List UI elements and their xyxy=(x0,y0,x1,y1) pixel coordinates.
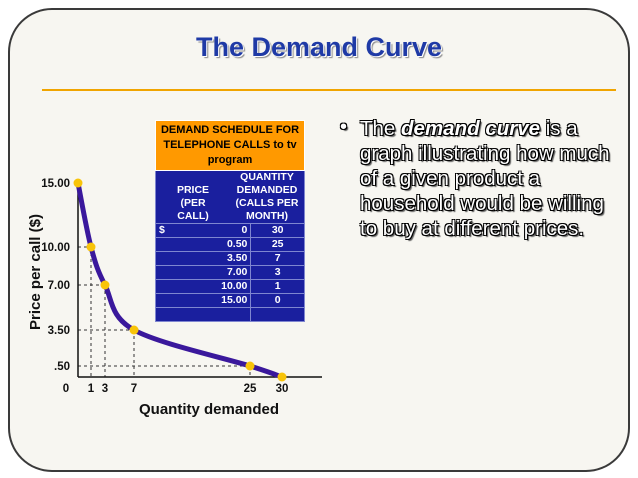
data-point xyxy=(86,242,96,252)
table-row: 10.00 1 xyxy=(154,279,305,294)
price-cell: 7.00 xyxy=(154,265,252,280)
x-tick-label: 7 xyxy=(131,383,137,395)
data-point xyxy=(100,280,110,290)
data-point xyxy=(277,372,287,382)
data-point xyxy=(129,325,139,335)
empty-cell xyxy=(154,307,252,322)
table-row: 3.50 7 xyxy=(154,251,305,266)
price-value: 10.00 xyxy=(221,280,248,292)
price-cell: $0 xyxy=(154,223,252,238)
table-row: 0.50 25 xyxy=(154,237,305,252)
quantity-header-line: MONTH) xyxy=(246,210,288,222)
y-tick-label: 3.50 xyxy=(48,325,70,337)
table-row-empty xyxy=(154,307,305,322)
x-axis-label: Quantity demanded xyxy=(139,401,279,418)
y-tick-label: .50 xyxy=(54,361,70,373)
table-row: 15.00 0 xyxy=(154,293,305,308)
demand-schedule-table: DEMAND SCHEDULE FOR TELEPHONE CALLS to t… xyxy=(154,120,305,322)
quantity-header-line: DEMANDED xyxy=(236,184,298,196)
data-point xyxy=(73,178,83,188)
y-tick-label: 10.00 xyxy=(41,242,70,254)
price-value: 3.50 xyxy=(226,252,248,264)
quantity-cell: 7 xyxy=(250,251,305,266)
empty-cell xyxy=(250,307,305,322)
quantity-cell: 30 xyxy=(250,223,305,238)
y-tick-label: 7.00 xyxy=(48,280,70,292)
quantity-cell: 3 xyxy=(250,265,305,280)
bullet-emphasis: demand curve xyxy=(401,117,541,140)
x-tick-label: 25 xyxy=(244,383,257,395)
column-headers: PRICE (PER CALL) QUANTITY DEMANDED (CALL… xyxy=(155,170,305,224)
quantity-cell: 1 xyxy=(250,279,305,294)
x-tick-label: 1 xyxy=(88,383,95,395)
bullet-text-end: is a graph illustrating how much of a gi… xyxy=(360,117,610,240)
price-value: 15.00 xyxy=(221,294,248,306)
quantity-header-line: QUANTITY xyxy=(240,171,294,183)
table-row: 7.00 3 xyxy=(154,265,305,280)
slide-frame xyxy=(8,8,630,472)
quantity-cell: 25 xyxy=(250,237,305,252)
bullet-text-start: The xyxy=(360,117,402,140)
data-points xyxy=(73,178,287,382)
bullet-dot-icon: • xyxy=(340,116,348,138)
x-tick-label: 0 xyxy=(63,383,69,395)
price-column-header: PRICE (PER CALL) xyxy=(156,171,230,223)
x-tick-label: 3 xyxy=(102,383,108,395)
price-cell: 10.00 xyxy=(154,279,252,294)
price-cell: 15.00 xyxy=(154,293,252,308)
price-cell: 0.50 xyxy=(154,237,252,252)
y-axis-label: Price per call ($) xyxy=(27,214,44,330)
slide-title: The Demand Curve xyxy=(195,32,443,62)
table-header: DEMAND SCHEDULE FOR TELEPHONE CALLS to t… xyxy=(155,120,305,171)
currency-symbol: $ xyxy=(159,224,165,236)
quantity-column-header: QUANTITY DEMANDED (CALLS PER MONTH) xyxy=(230,171,304,223)
bullet-text: The demand curve is a graph illustrating… xyxy=(360,116,615,241)
y-tick-labels: .50 3.50 7.00 10.00 15.00 xyxy=(41,178,70,373)
bullet-point: • The demand curve is a graph illustrati… xyxy=(340,116,615,241)
x-tick-label: 30 xyxy=(276,383,289,395)
quantity-header-line: (CALLS PER xyxy=(235,197,299,209)
table-row: $0 30 xyxy=(154,223,305,238)
price-cell: 3.50 xyxy=(154,251,252,266)
x-tick-labels: 0 1 3 7 25 30 xyxy=(63,383,289,395)
quantity-cell: 0 xyxy=(250,293,305,308)
price-header-line: (PER xyxy=(180,197,206,209)
price-value: 7.00 xyxy=(226,266,248,278)
price-header-line: PRICE xyxy=(176,184,210,196)
price-header-line: CALL) xyxy=(177,210,209,222)
data-point xyxy=(245,361,255,371)
title-underline xyxy=(42,89,616,91)
y-tick-label: 15.00 xyxy=(41,178,70,190)
price-value: 0.50 xyxy=(226,238,248,250)
price-value: 0 xyxy=(241,224,248,236)
